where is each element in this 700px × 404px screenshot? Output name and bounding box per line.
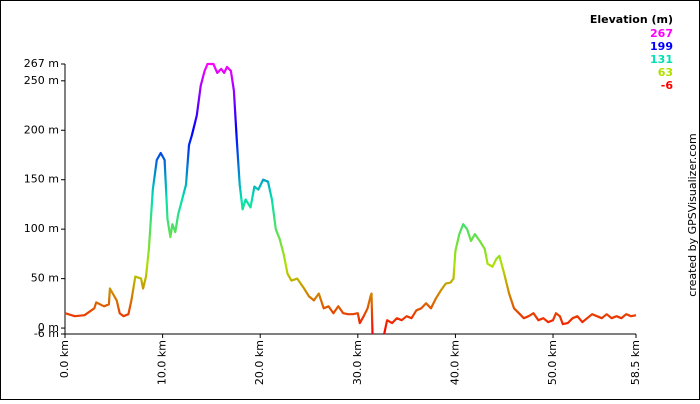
y-tick-label: 267 m: [24, 57, 59, 70]
x-tick-label: 40.0 km: [448, 340, 461, 385]
y-tick-label: 250 m: [24, 74, 59, 87]
x-tick-label: 0.0 km: [58, 340, 71, 378]
x-tick-label: 58.5 km: [629, 340, 642, 385]
x-tick-label: 20.0 km: [253, 340, 266, 385]
legend-value: 199: [650, 40, 673, 53]
y-tick-label: -6 m: [34, 327, 59, 340]
y-tick-label: 200 m: [24, 123, 59, 136]
legend-value: -6: [661, 79, 674, 92]
x-tick-label: 30.0 km: [351, 340, 364, 385]
x-tick-label: 50.0 km: [546, 340, 559, 385]
elevation-line: [64, 62, 637, 335]
legend-title: Elevation (m): [590, 13, 673, 26]
y-tick-label: 150 m: [24, 173, 59, 186]
y-tick-label: 50 m: [31, 272, 59, 285]
legend-value: 131: [650, 53, 673, 66]
y-tick-label: 0 m: [38, 321, 59, 334]
legend-value: 63: [658, 66, 673, 79]
y-tick-label: 100 m: [24, 222, 59, 235]
legend-value: 267: [650, 27, 673, 40]
x-tick-label: 10.0 km: [156, 340, 169, 385]
credit: created by GPSVisualizer.com: [686, 133, 699, 296]
